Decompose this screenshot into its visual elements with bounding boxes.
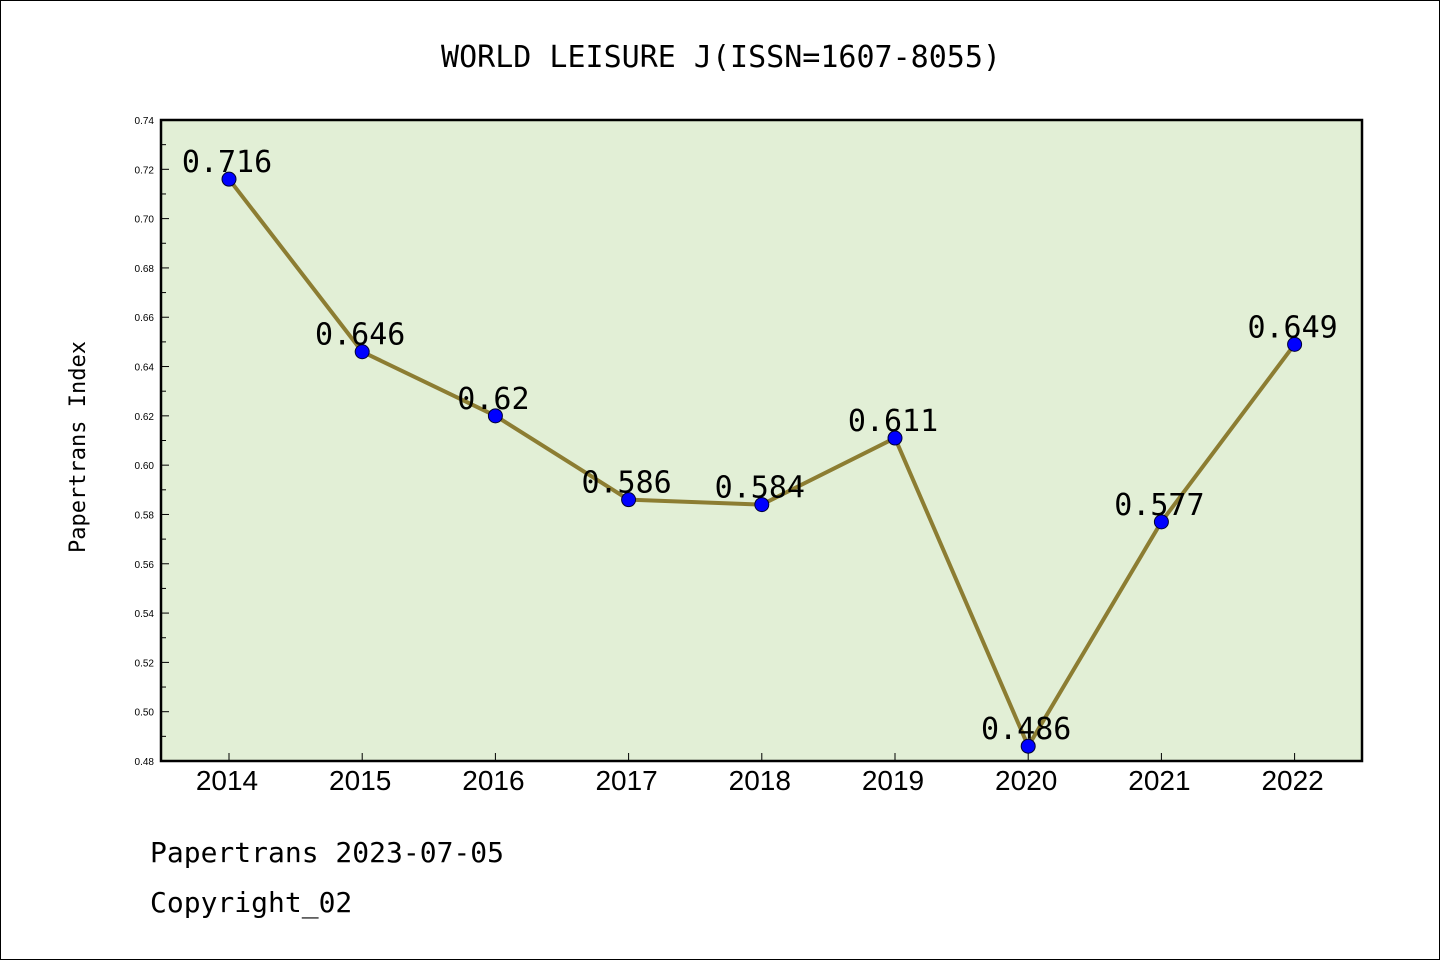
data-point	[621, 492, 637, 508]
data-label: 0.611	[848, 404, 938, 439]
data-label: 0.577	[1114, 488, 1204, 523]
series: 0.716 0.646 0.62 0.586 0.584 0.611 0.486 0.577 0…	[182, 145, 1338, 754]
data-label: 0.646	[315, 318, 405, 353]
x-tick-label: 2017	[595, 765, 657, 796]
data-point	[1287, 336, 1303, 352]
data-label: 0.716	[182, 145, 272, 180]
x-tick-label: 2020	[995, 765, 1057, 796]
y-tick-label: 0.54	[135, 609, 155, 620]
data-point	[221, 171, 237, 187]
data-point	[887, 430, 903, 446]
y-tick-label: 0.56	[135, 560, 155, 571]
data-label: 0.584	[715, 471, 805, 506]
y-tick-label: 0.58	[135, 510, 155, 521]
plot-area	[159, 118, 1364, 763]
data-point	[1153, 514, 1169, 530]
chart-title: WORLD LEISURE J(ISSN=1607-8055)	[441, 40, 1001, 75]
x-tick-label: 2015	[329, 765, 391, 796]
y-tick-label: 0.68	[135, 264, 155, 275]
y-tick-label: 0.50	[135, 708, 155, 719]
data-label: 0.486	[981, 712, 1071, 747]
footer-date: Papertrans 2023-07-05	[150, 836, 505, 869]
footer-copyright: Copyright_02	[150, 886, 353, 919]
x-tick-label: 2019	[862, 765, 924, 796]
y-tick-label: 0.52	[135, 658, 155, 669]
y-tick-label: 0.74	[135, 116, 155, 127]
x-tick-label: 2014	[196, 765, 258, 796]
y-tick-label: 0.70	[135, 215, 155, 226]
y-tick-label: 0.48	[135, 757, 155, 768]
data-label: 0.62	[457, 382, 529, 417]
x-tick-label: 2018	[729, 765, 791, 796]
x-axis-ticks: 2014 2015 2016 2017 2018 2019 2020 2021 2022	[196, 753, 1324, 796]
y-tick-label: 0.62	[135, 412, 155, 423]
y-tick-label: 0.66	[135, 313, 155, 324]
x-tick-label: 2022	[1261, 765, 1323, 796]
x-tick-label: 2021	[1128, 765, 1190, 796]
data-point	[754, 497, 770, 513]
y-tick-label: 0.64	[135, 363, 155, 374]
data-point	[487, 408, 503, 424]
y-tick-label: 0.72	[135, 165, 155, 176]
data-label: 0.586	[581, 466, 671, 501]
data-label: 0.649	[1247, 310, 1337, 345]
y-axis-ticks: 0.48 0.50 0.52 0.54 0.56 0.58 0.60 0.62 0.64 0.66…	[135, 116, 169, 768]
y-axis-label: Papertrans Index	[66, 341, 91, 553]
data-point	[1020, 738, 1036, 754]
x-tick-label: 2016	[462, 765, 524, 796]
data-point	[354, 344, 370, 360]
y-tick-label: 0.60	[135, 461, 155, 472]
